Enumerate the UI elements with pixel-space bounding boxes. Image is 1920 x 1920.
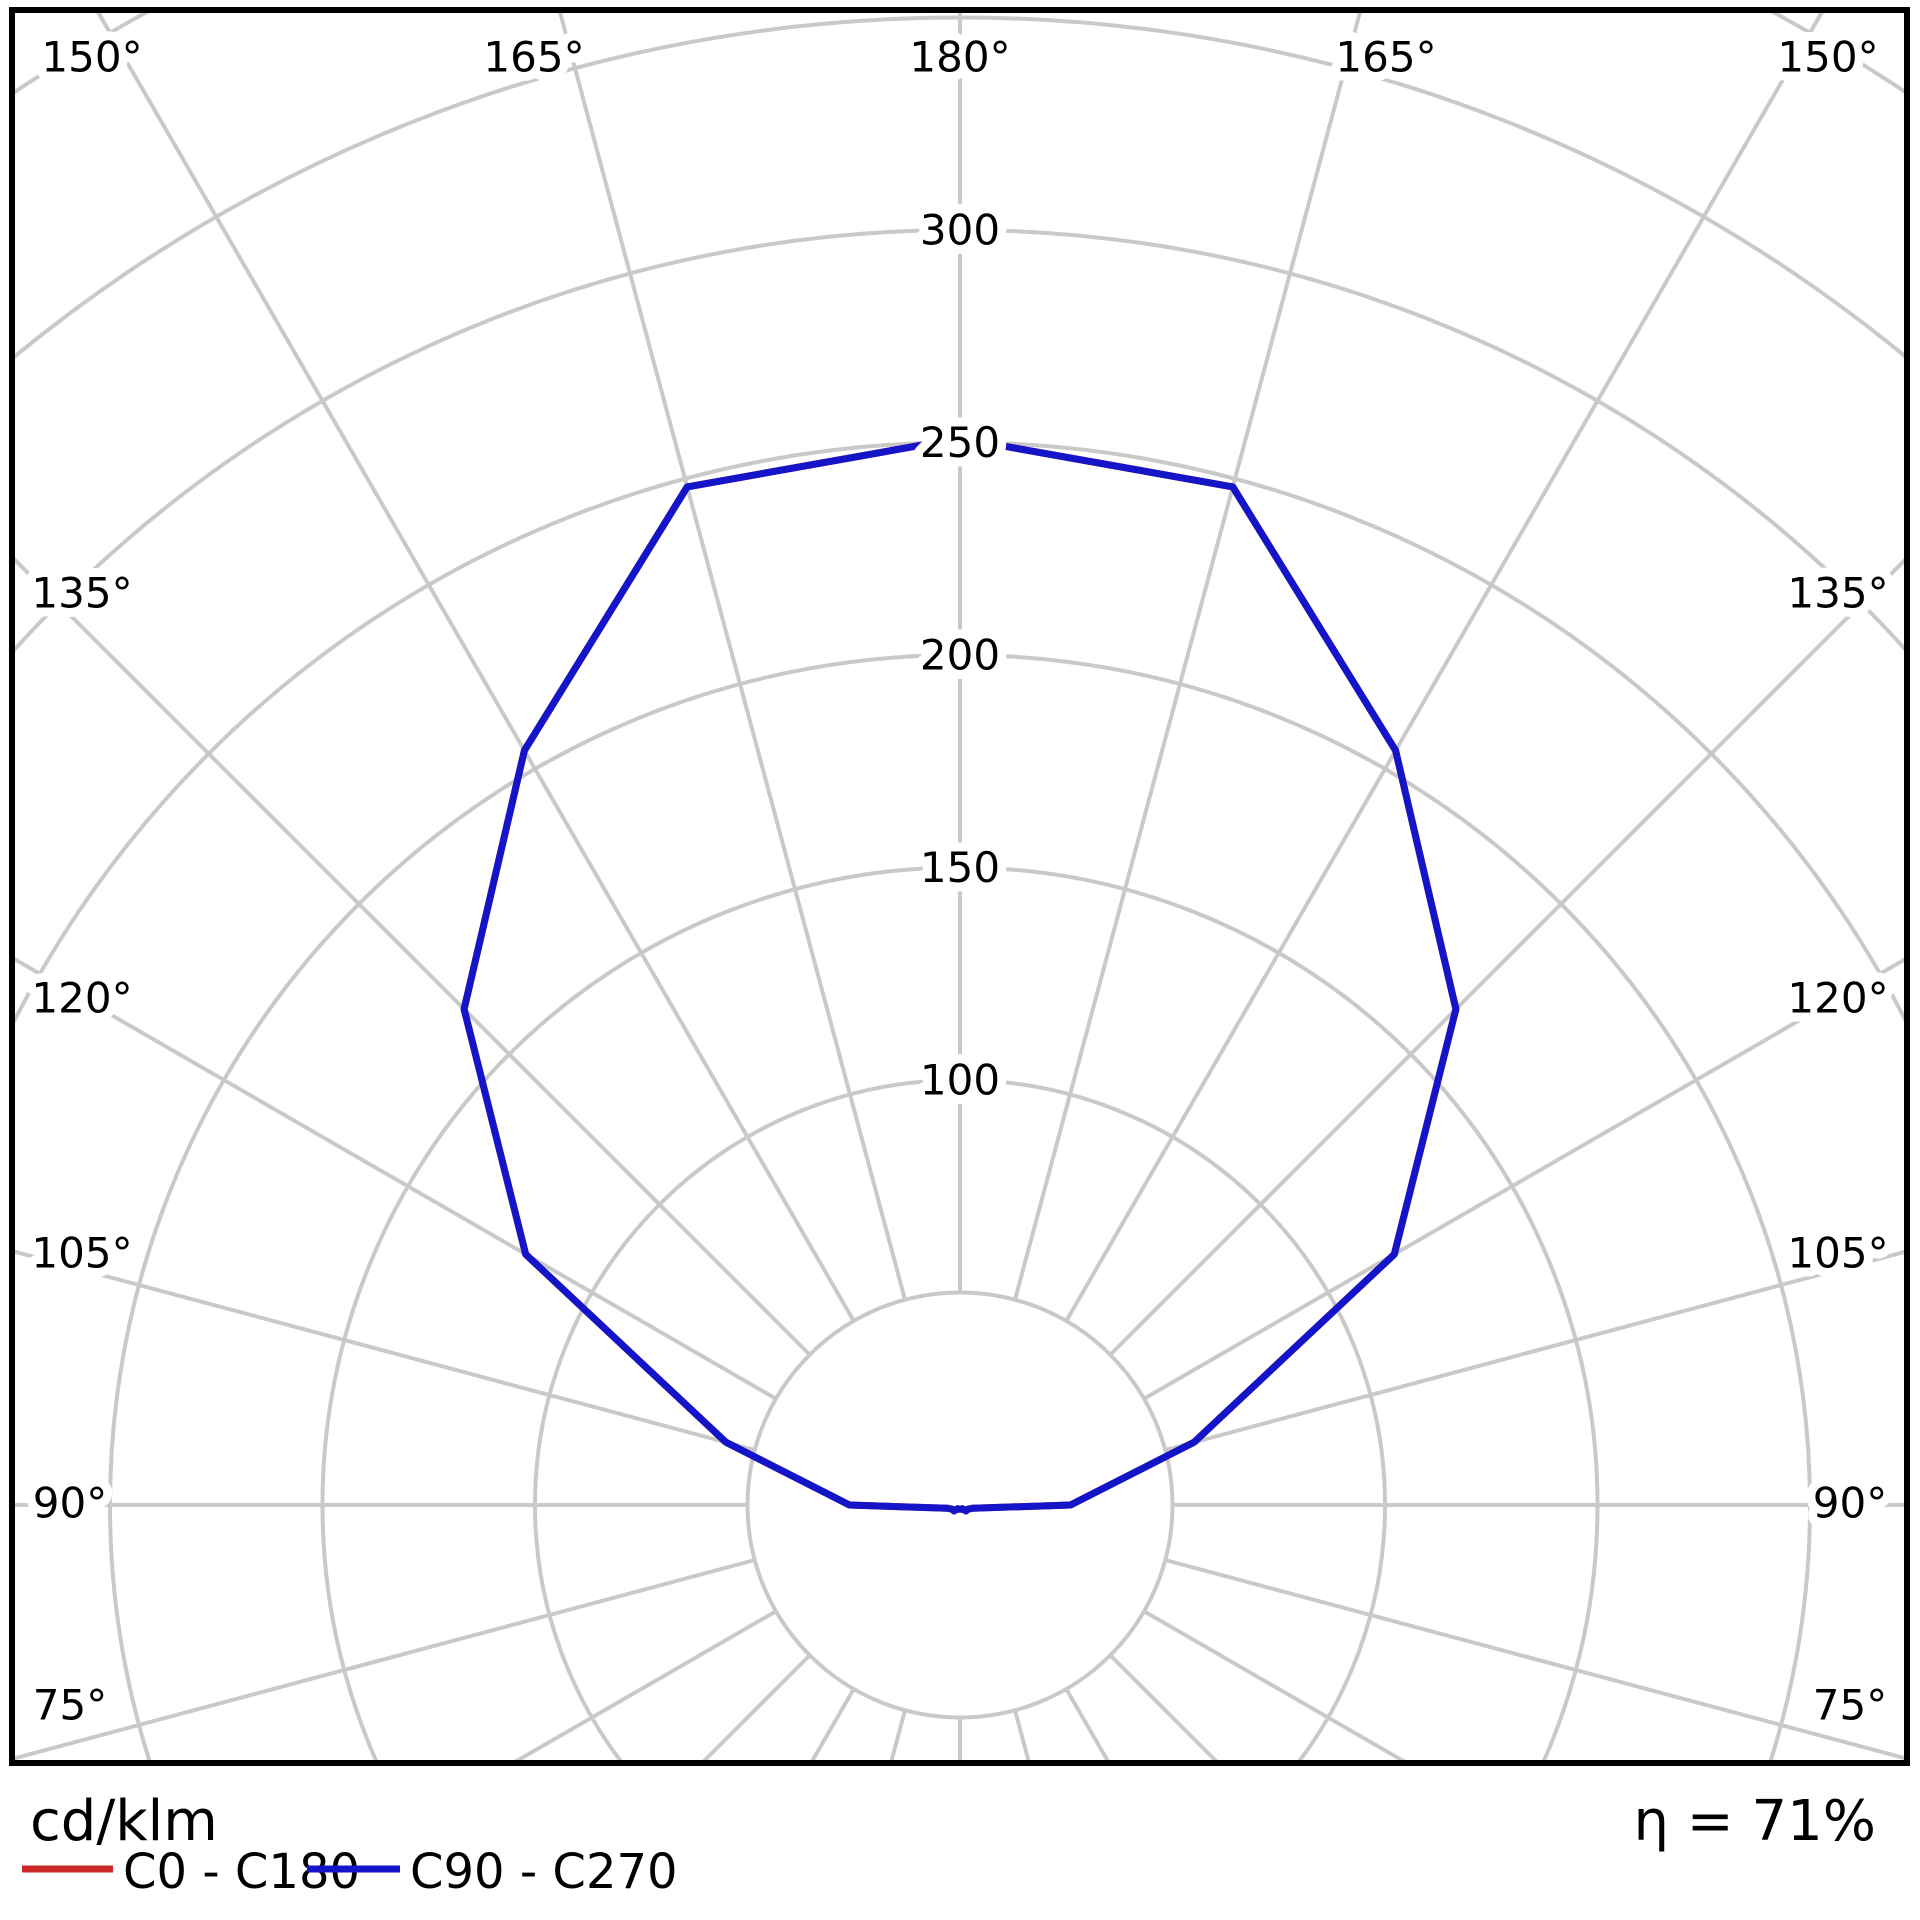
- angle-label-180deg-0: 180°: [909, 33, 1010, 82]
- angle-label-150deg-3: 150°: [41, 33, 142, 82]
- grid-spoke-135-left: [15, 557, 812, 1357]
- grid-ring-50: [745, 1290, 1175, 1720]
- ring-label-250: 250: [920, 418, 1000, 467]
- grid-spoke-105-left: [15, 1249, 756, 1452]
- efficiency-label: η = 71%: [1634, 1789, 1876, 1854]
- grid-spoke-165-right: [1013, 13, 1362, 1301]
- legend-label-c90-c270: C90 - C270: [410, 1844, 678, 1900]
- intensity-curve-c90-c270: [460, 434, 1460, 1515]
- angle-label-135deg-6: 135°: [1787, 569, 1888, 618]
- units-label: cd/klm: [30, 1789, 218, 1854]
- angle-label-105deg-10: 105°: [1787, 1229, 1888, 1278]
- angle-label-165deg-1: 165°: [483, 33, 584, 82]
- angle-label-75deg-14: 75°: [1813, 1681, 1887, 1730]
- ring-label-300: 300: [920, 206, 1000, 255]
- grid-spoke-45-right: [1108, 1653, 1218, 1760]
- grid-spoke-105-right: [1164, 1249, 1904, 1452]
- grid-spoke-75-left: [15, 1558, 756, 1760]
- angle-label-120deg-8: 120°: [1787, 974, 1888, 1023]
- plot-frame: [9, 7, 1910, 1766]
- ring-label-150: 150: [920, 843, 1000, 892]
- grid-spoke-45-left: [702, 1653, 812, 1760]
- grid-spoke-135-right: [1108, 558, 1904, 1357]
- angle-tick-labels: 180° 165° 165° 150° 150° 135° 135° 120° 120° 105°…: [22, 24, 1897, 1739]
- grid-spoke-165-left: [558, 13, 907, 1301]
- chart-footer: cd/klm η = 71% C0 - C180 C90 - C270: [22, 1789, 1876, 1900]
- ring-value-labels: 100 150 200 250 300: [911, 197, 1009, 1114]
- grid-spoke-150-right: [1064, 13, 1824, 1322]
- grid-spoke-120-left: [15, 957, 777, 1401]
- intensity-curves: [460, 434, 1460, 1515]
- angle-label-105deg-9: 105°: [31, 1229, 132, 1278]
- angle-label-75deg-13: 75°: [33, 1681, 107, 1730]
- angle-label-135deg-5: 135°: [31, 569, 132, 618]
- ring-label-100: 100: [920, 1056, 1000, 1105]
- angle-label-90deg-11: 90°: [33, 1479, 107, 1528]
- ring-label-200: 200: [920, 631, 1000, 680]
- grid-spoke-120-right: [1143, 957, 1904, 1401]
- angle-label-165deg-2: 165°: [1335, 33, 1436, 82]
- grid-spoke-75-right: [1164, 1558, 1904, 1760]
- legend: C0 - C180 C90 - C270: [22, 1844, 678, 1900]
- angle-label-120deg-7: 120°: [31, 974, 132, 1023]
- angle-label-150deg-4: 150°: [1777, 33, 1878, 82]
- grid-spoke-150-left: [96, 13, 856, 1322]
- angle-label-90deg-12: 90°: [1813, 1479, 1887, 1528]
- grid-spoke-15-right: [1013, 1709, 1031, 1760]
